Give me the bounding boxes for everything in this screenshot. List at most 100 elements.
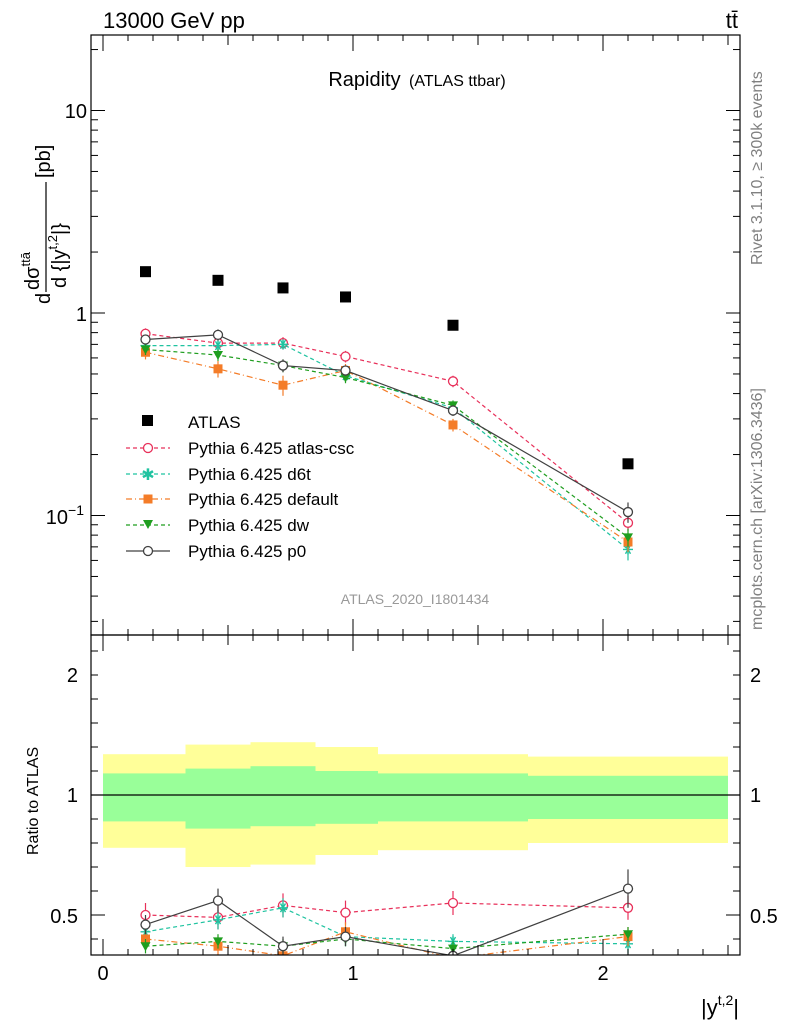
data-point	[447, 319, 459, 331]
ratio-data-point	[213, 937, 223, 947]
uncertainty-band-inner	[315, 771, 378, 824]
data-point	[340, 373, 351, 383]
main-ylabel: d dσttā d {|yt,2|} [pb]	[18, 145, 71, 304]
ratio-data-point	[140, 942, 151, 952]
data-point	[140, 334, 151, 345]
data-point	[140, 266, 151, 278]
legend-entry-atlas-csc: Pythia 6.425 atlas-csc	[126, 439, 355, 458]
series-line	[145, 351, 629, 543]
ratio-bands	[103, 742, 728, 867]
svg-text:[pb]: [pb]	[33, 145, 55, 178]
data-point	[213, 364, 223, 374]
ratio-data-point	[213, 914, 223, 925]
legend-label: Pythia 6.425 dw	[188, 516, 310, 535]
series-pythia-6-425-p0	[140, 329, 634, 523]
data-point	[140, 345, 151, 355]
x-axis-label: |yt,2|	[701, 992, 739, 1020]
legend-entry-p0: Pythia 6.425 p0	[126, 542, 306, 561]
svg-text:d: d	[33, 293, 55, 304]
ratio-ytick-label-0.5: 0.5	[50, 906, 78, 928]
ratio-data-point	[340, 907, 351, 918]
svg-text:✱: ✱	[141, 465, 154, 484]
data-point	[277, 360, 289, 371]
series-atlas	[140, 266, 634, 470]
data-point	[212, 274, 224, 286]
uncertainty-band-inner	[528, 775, 728, 819]
ratio-data-point	[140, 919, 151, 930]
ratio-data-point	[277, 941, 289, 952]
data-point	[447, 376, 459, 387]
ytick-label-1: 1	[76, 304, 87, 326]
legend-label: Pythia 6.425 default	[188, 490, 339, 509]
data-point	[212, 329, 224, 341]
analysis-watermark: ATLAS_2020_I1801434	[341, 591, 490, 607]
uncertainty-band-inner	[378, 773, 528, 822]
series-pythia-6-425-atlas-csc	[140, 328, 634, 531]
ratio-ytick-label-1-right: 1	[750, 785, 761, 807]
uncertainty-band-inner	[250, 766, 316, 827]
data-point	[278, 380, 288, 390]
ratio-series-group	[140, 869, 634, 955]
data-point	[213, 340, 223, 351]
legend: ATLAS Pythia 6.425 atlas-csc ✱ Pythia 6.…	[126, 413, 355, 561]
xtick-label-0: 0	[97, 963, 108, 985]
ratio-data-point	[623, 930, 633, 940]
ratio-series-line	[145, 888, 629, 955]
ratio-data-point	[447, 897, 459, 909]
data-point	[277, 282, 289, 294]
data-point	[278, 339, 288, 350]
data-point	[340, 351, 351, 362]
xtick-label-1: 1	[347, 963, 358, 985]
ratio-series-pythia-6-425-atlas-csc	[140, 891, 634, 930]
legend-label: Pythia 6.425 atlas-csc	[188, 439, 355, 458]
ratio-data-point	[622, 883, 634, 894]
ratio-ylabel: Ratio to ATLAS	[25, 747, 42, 855]
ratio-axis-ticks	[91, 635, 740, 955]
data-point	[622, 458, 634, 470]
legend-entry-default: Pythia 6.425 default	[126, 490, 339, 509]
legend-entry-atlas: ATLAS	[142, 413, 241, 432]
rivet-label: Rivet 3.1.10, ≥ 300k events	[749, 71, 766, 265]
ratio-data-point	[278, 902, 288, 913]
legend-entry-dw: Pythia 6.425 dw	[126, 516, 310, 535]
ratio-ytick-label-0.5-right: 0.5	[750, 906, 778, 928]
series-line	[145, 333, 629, 524]
legend-label: Pythia 6.425 p0	[188, 542, 306, 561]
data-point	[213, 351, 223, 361]
ratio-series-line	[145, 907, 629, 945]
xtick-label-2: 2	[597, 963, 608, 985]
data-point	[622, 506, 634, 518]
main-axis-ticks	[91, 35, 740, 635]
svg-text:dσttā: dσttā	[18, 251, 44, 290]
ratio-ytick-label-1: 1	[67, 785, 78, 807]
series-line	[145, 343, 629, 550]
ratio-data-point	[212, 895, 224, 906]
header-right: tt̄	[726, 8, 738, 33]
mcplots-label: mcplots.cern.ch [arXiv:1306.3436]	[749, 388, 766, 630]
uncertainty-band-inner	[103, 773, 186, 822]
series-line	[145, 348, 629, 538]
ratio-ytick-label-2: 2	[67, 665, 78, 687]
ytick-label-10: 10	[65, 101, 87, 123]
header-left: 13000 GeV pp	[103, 8, 245, 33]
data-point	[340, 291, 351, 303]
ratio-data-layer	[140, 869, 634, 955]
ratio-ytick-label-2-right: 2	[750, 665, 761, 687]
uncertainty-band-inner	[185, 768, 251, 829]
ratio-series-line	[145, 933, 629, 950]
ratio-series-line	[145, 902, 629, 919]
plot-title: Rapidity (ATLAS ttbar)	[328, 69, 505, 91]
data-point	[448, 420, 458, 430]
main-panel: 10 1 10−1 Rapidity (ATLAS ttbar) ATLAS_2…	[18, 34, 741, 636]
legend-label: Pythia 6.425 d6t	[188, 465, 311, 484]
ratio-panel: 2 1 0.5 2 1 0.5 0 1 2 Ratio to ATLAS |yt…	[25, 634, 778, 1020]
data-point	[447, 405, 459, 416]
ratio-series-line	[145, 931, 629, 955]
legend-label: ATLAS	[188, 413, 241, 432]
main-data-layer	[140, 266, 634, 561]
data-point	[340, 365, 351, 376]
svg-text:d {|yt,2|}: d {|yt,2|}	[45, 223, 71, 288]
ytick-label-0.1: 10−1	[46, 502, 84, 529]
legend-entry-d6t: ✱ Pythia 6.425 d6t	[126, 465, 311, 484]
